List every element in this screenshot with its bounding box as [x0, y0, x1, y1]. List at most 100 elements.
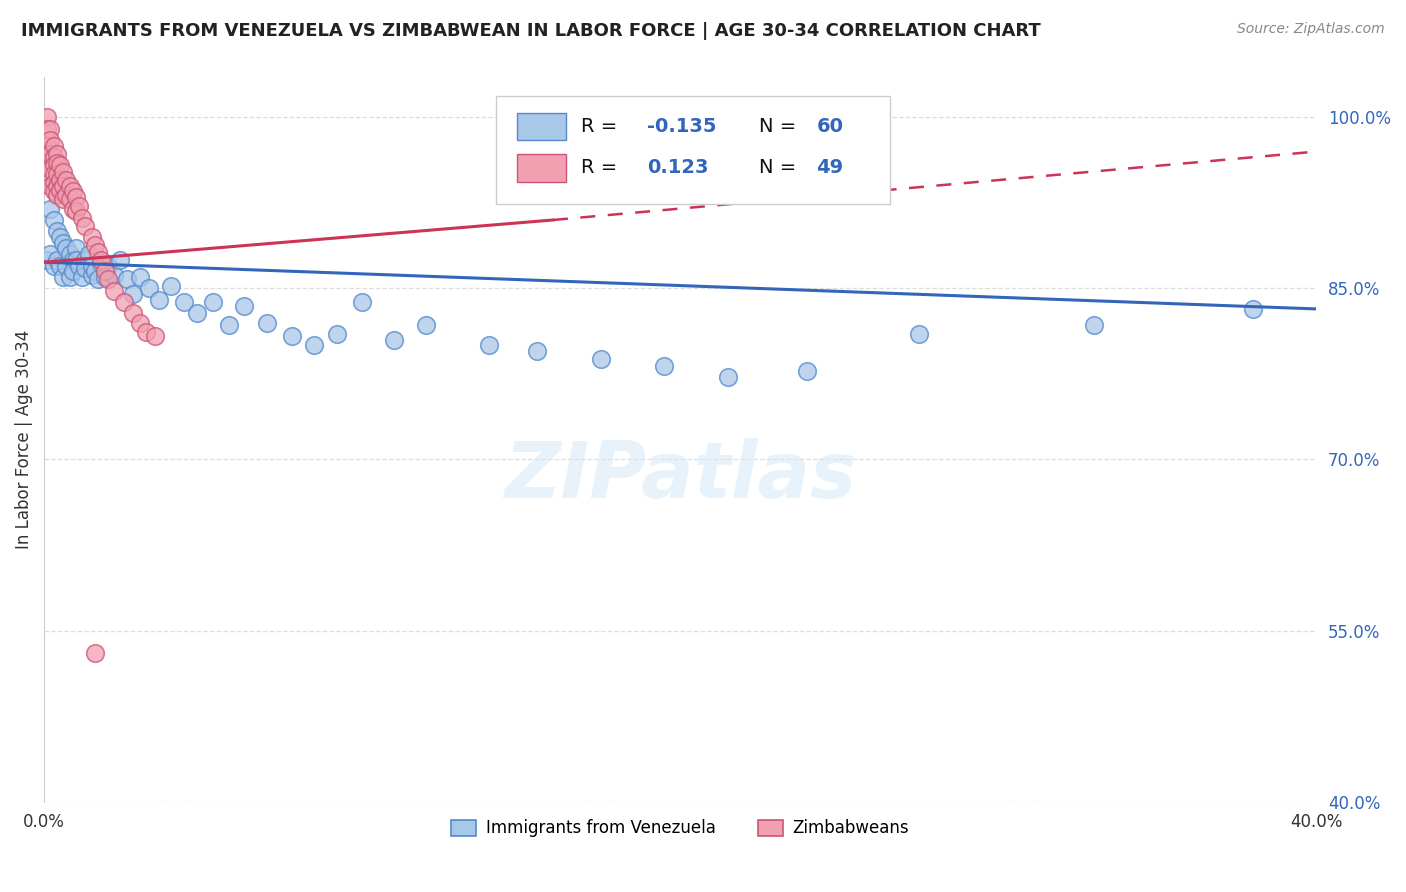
Point	[58, 178, 80, 193]
Point	[52, 235, 75, 250]
Point	[42, 177, 65, 191]
Point	[589, 352, 612, 367]
Point	[87, 272, 110, 286]
Point	[37, 111, 59, 125]
Point	[717, 370, 740, 384]
Point	[84, 646, 107, 660]
Point	[65, 242, 87, 256]
Text: IMMIGRANTS FROM VENEZUELA VS ZIMBABWEAN IN LABOR FORCE | AGE 30-34 CORRELATION C: IMMIGRANTS FROM VENEZUELA VS ZIMBABWEAN …	[21, 22, 1040, 40]
Point	[160, 279, 183, 293]
Point	[652, 359, 675, 373]
Point	[478, 338, 501, 352]
Point	[37, 121, 59, 136]
Text: R =: R =	[581, 117, 617, 136]
Point	[72, 270, 94, 285]
Point	[45, 167, 67, 181]
Point	[45, 146, 67, 161]
Point	[87, 244, 110, 259]
Text: Source: ZipAtlas.com: Source: ZipAtlas.com	[1237, 22, 1385, 37]
Point	[75, 219, 97, 233]
FancyBboxPatch shape	[496, 95, 890, 204]
Point	[49, 183, 72, 197]
Point	[173, 295, 195, 310]
Point	[218, 318, 240, 332]
Text: 0.123: 0.123	[647, 159, 709, 178]
Point	[45, 156, 67, 170]
Point	[128, 270, 150, 285]
Point	[128, 316, 150, 330]
Point	[352, 295, 374, 310]
Point	[49, 259, 72, 273]
Point	[62, 185, 84, 199]
Point	[62, 264, 84, 278]
Point	[37, 139, 59, 153]
Point	[42, 185, 65, 199]
Point	[148, 293, 170, 307]
Point	[65, 190, 87, 204]
Point	[42, 158, 65, 172]
Point	[135, 325, 157, 339]
Point	[1083, 318, 1105, 332]
Point	[42, 150, 65, 164]
Legend: Immigrants from Venezuela, Zimbabweans: Immigrants from Venezuela, Zimbabweans	[444, 813, 915, 844]
Point	[65, 252, 87, 267]
Point	[93, 270, 115, 285]
Point	[75, 252, 97, 267]
Point	[97, 272, 120, 286]
Point	[90, 252, 112, 267]
Point	[45, 178, 67, 193]
Point	[84, 238, 107, 252]
Point	[80, 230, 103, 244]
Point	[39, 133, 62, 147]
Point	[58, 247, 80, 261]
Point	[112, 295, 135, 310]
Point	[49, 158, 72, 172]
Point	[49, 230, 72, 244]
Point	[39, 247, 62, 261]
Text: 49: 49	[817, 159, 844, 178]
Point	[103, 284, 125, 298]
Point	[58, 270, 80, 285]
Point	[103, 268, 125, 282]
Point	[1241, 301, 1264, 316]
Text: N =: N =	[759, 117, 796, 136]
Point	[45, 187, 67, 202]
Point	[49, 173, 72, 187]
Point	[80, 268, 103, 282]
Point	[80, 259, 103, 273]
Point	[55, 259, 77, 273]
Point	[122, 306, 145, 320]
Point	[145, 329, 167, 343]
FancyBboxPatch shape	[517, 154, 565, 182]
Point	[201, 295, 224, 310]
Point	[42, 167, 65, 181]
Point	[138, 281, 160, 295]
Point	[84, 264, 107, 278]
Point	[325, 326, 347, 341]
Point	[42, 259, 65, 273]
Point	[55, 187, 77, 202]
Point	[77, 247, 100, 261]
Point	[67, 259, 90, 273]
Point	[90, 256, 112, 270]
Point	[42, 139, 65, 153]
Text: R =: R =	[581, 159, 617, 178]
Point	[75, 260, 97, 275]
Point	[62, 252, 84, 267]
Point	[122, 287, 145, 301]
Point	[93, 264, 115, 278]
Point	[526, 344, 548, 359]
Point	[72, 211, 94, 225]
Point	[55, 242, 77, 256]
Point	[796, 363, 818, 377]
Point	[39, 161, 62, 176]
Point	[110, 252, 132, 267]
Text: N =: N =	[759, 159, 796, 178]
Point	[115, 272, 138, 286]
Point	[55, 173, 77, 187]
Point	[58, 193, 80, 207]
Point	[907, 326, 929, 341]
Point	[256, 316, 278, 330]
Point	[52, 165, 75, 179]
Point	[45, 224, 67, 238]
